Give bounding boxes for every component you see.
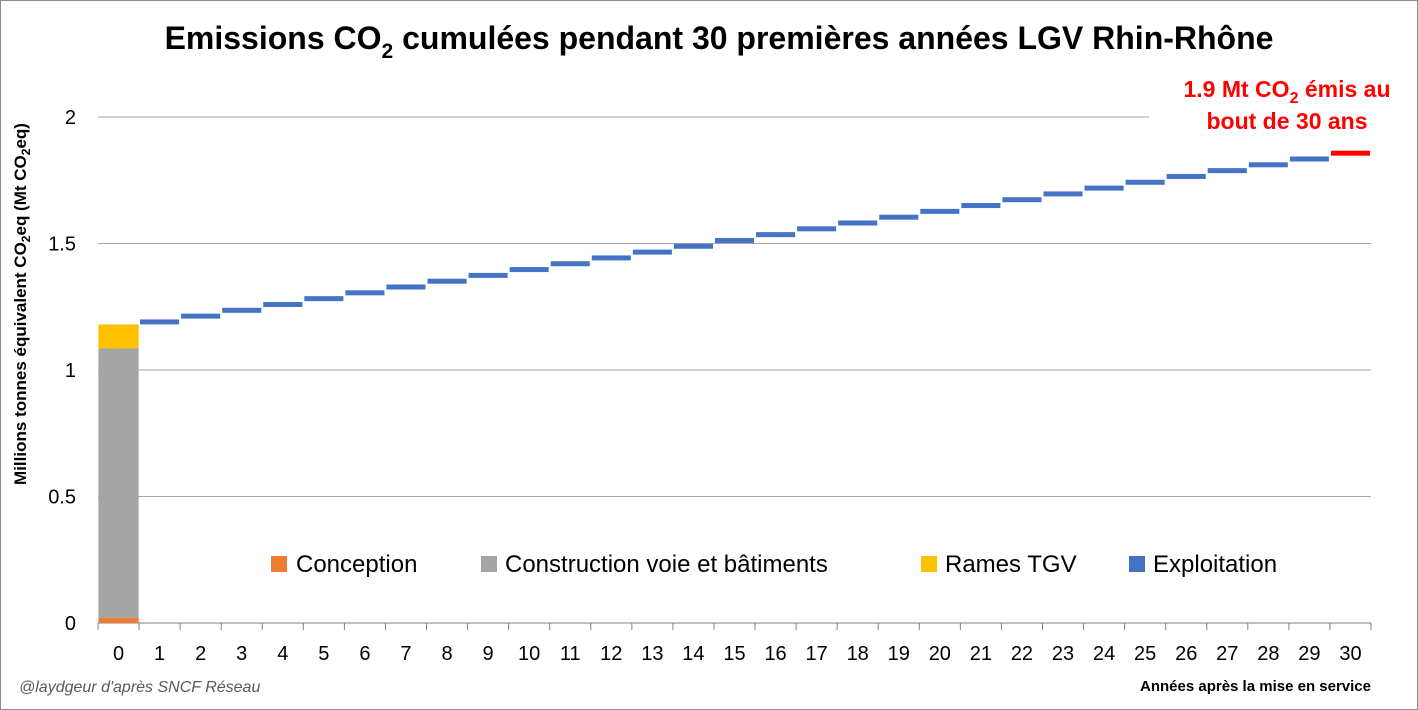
exploitation-mark <box>1166 173 1206 179</box>
exploitation-mark <box>468 272 508 278</box>
exploitation-mark <box>632 249 672 255</box>
exploitation-mark <box>427 278 467 284</box>
legend-label-rames-tgv: Rames TGV <box>945 551 1077 578</box>
legend-swatch-conception <box>271 556 287 572</box>
x-tick-label: 11 <box>560 643 581 665</box>
annotation-line-1: 1.9 Mt CO2 émis au <box>1183 76 1390 107</box>
x-tick-label: 13 <box>641 643 663 665</box>
exploitation-mark <box>386 284 426 290</box>
exploitation-mark <box>263 301 303 307</box>
legend-label-conception: Conception <box>296 551 417 578</box>
exploitation-mark <box>304 296 344 302</box>
y-tick-label: 0 <box>65 613 76 635</box>
exploitation-mark <box>879 214 919 220</box>
y-tick-label: 0.5 <box>48 487 76 509</box>
exploitation-mark <box>222 307 262 313</box>
x-tick-label: 10 <box>518 643 540 665</box>
bar-year0-conception <box>98 617 139 623</box>
exploitation-mark <box>181 313 221 319</box>
exploitation-mark <box>961 203 1001 209</box>
x-tick-label: 8 <box>441 643 452 665</box>
x-tick-label: 4 <box>277 643 288 665</box>
exploitation-mark <box>756 232 796 238</box>
exploitation-mark <box>1207 168 1247 174</box>
x-tick-label: 6 <box>359 643 370 665</box>
x-tick-label: 2 <box>195 643 206 665</box>
legend: Conception Construction voie et bâtiment… <box>271 551 1277 578</box>
legend-swatch-construction <box>481 556 497 572</box>
x-tick-label: 3 <box>236 643 247 665</box>
x-tick-label: 17 <box>806 643 828 665</box>
x-tick-label: 24 <box>1093 643 1115 665</box>
x-tick-label: 7 <box>400 643 411 665</box>
exploitation-mark <box>838 220 878 226</box>
x-tick-label: 21 <box>970 643 992 665</box>
exploitation-mark <box>797 226 837 232</box>
x-tick-label: 30 <box>1339 643 1361 665</box>
x-tick-label: 9 <box>483 643 494 665</box>
bar-year0-rames-tgv <box>98 324 139 349</box>
x-tick-label: 1 <box>154 643 165 665</box>
x-tick-label: 0 <box>113 643 124 665</box>
legend-label-exploitation: Exploitation <box>1153 551 1277 578</box>
exploitation-mark <box>920 208 960 214</box>
exploitation-mark <box>1125 179 1165 185</box>
x-tick-label: 16 <box>764 643 786 665</box>
x-tick-label: 25 <box>1134 643 1156 665</box>
x-tick-label: 29 <box>1298 643 1320 665</box>
bar-year0-construction <box>98 348 139 618</box>
exploitation-mark <box>714 237 755 243</box>
legend-label-construction: Construction voie et bâtiments <box>505 551 828 578</box>
chart-title: Emissions CO2 cumulées pendant 30 premiè… <box>165 20 1274 63</box>
y-tick-label: 2 <box>65 107 76 129</box>
exploitation-mark <box>1289 156 1329 162</box>
annotation-line-2: bout de 30 ans <box>1206 108 1367 134</box>
exploitation-mark <box>591 255 631 261</box>
exploitation-mark-final <box>1330 150 1370 156</box>
exploitation-mark <box>1002 197 1042 203</box>
x-tick-label: 15 <box>723 643 745 665</box>
exploitation-mark <box>1084 185 1124 191</box>
exploitation-mark <box>550 261 590 267</box>
x-tick-label: 23 <box>1052 643 1074 665</box>
x-tick-label: 18 <box>847 643 869 665</box>
exploitation-mark <box>345 290 385 296</box>
x-tick-label: 22 <box>1011 643 1033 665</box>
x-tick-label: 26 <box>1175 643 1197 665</box>
x-tick-label: 27 <box>1216 643 1238 665</box>
exploitation-mark <box>1248 162 1288 168</box>
y-axis-label: Millions tonnes équivalent CO2eq (Mt CO2… <box>11 123 33 485</box>
credit-text: @laydgeur d'après SNCF Réseau <box>19 679 261 696</box>
x-tick-label: 28 <box>1257 643 1279 665</box>
legend-swatch-exploitation <box>1129 556 1145 572</box>
exploitation-mark <box>673 243 713 249</box>
legend-swatch-rames-tgv <box>921 556 937 572</box>
x-tick-label: 5 <box>318 643 329 665</box>
y-tick-label: 1 <box>65 360 76 382</box>
exploitation-mark <box>140 319 180 325</box>
exploitation-mark <box>1043 191 1083 197</box>
exploitation-mark <box>509 267 549 273</box>
x-tick-label: 12 <box>600 643 622 665</box>
x-tick-label: 14 <box>682 643 704 665</box>
x-tick-label: 20 <box>929 643 951 665</box>
y-tick-label: 1.5 <box>48 234 76 256</box>
x-axis-label: Années après la mise en service <box>1140 678 1371 695</box>
x-tick-label: 19 <box>888 643 910 665</box>
